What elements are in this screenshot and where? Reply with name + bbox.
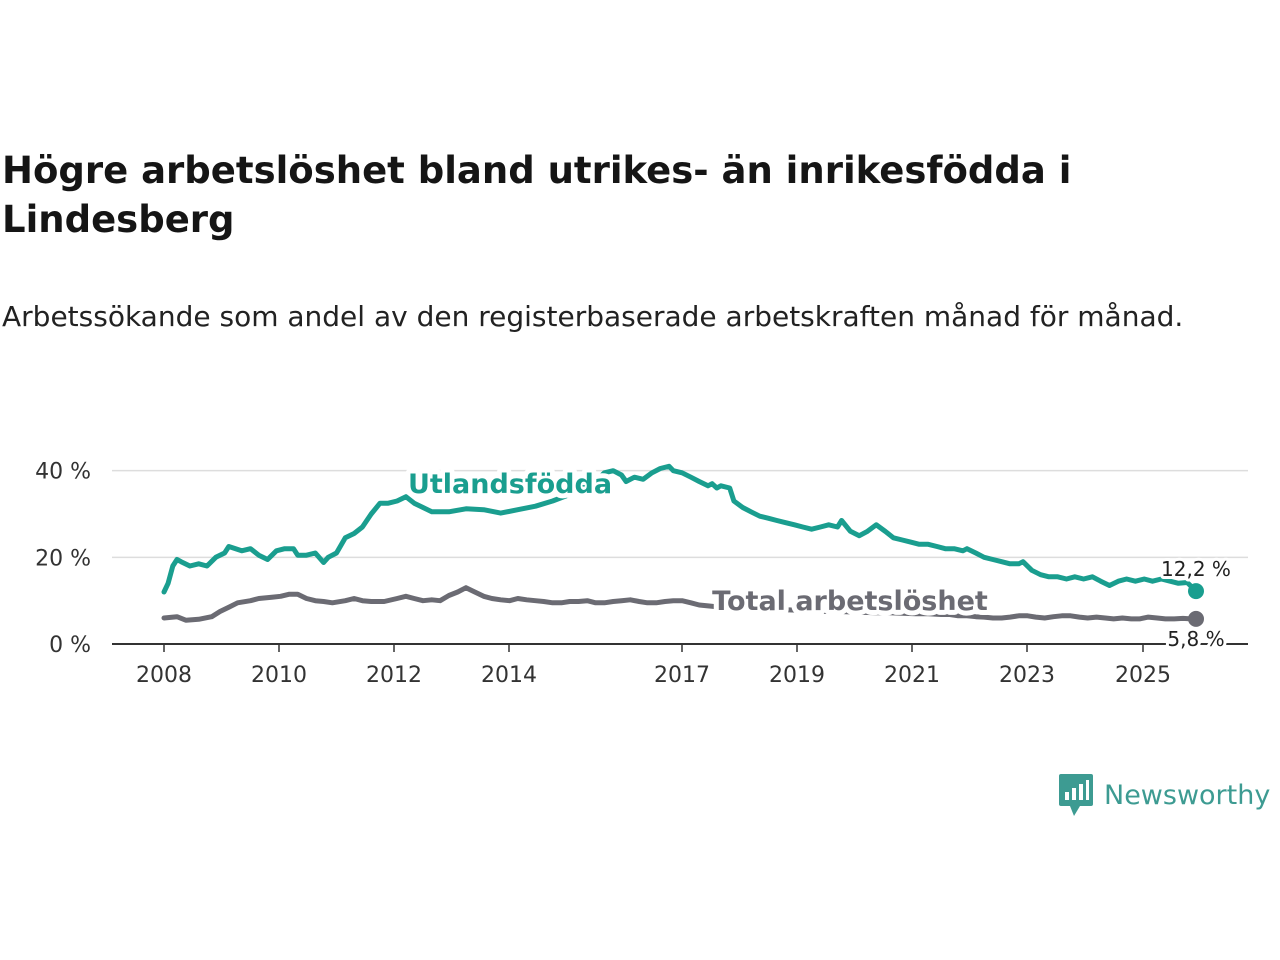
x-tick-label: 2019 (769, 663, 825, 688)
x-tick-label: 2012 (366, 663, 422, 688)
x-tick-label: 2017 (654, 663, 710, 688)
y-tick-label: 20 % (35, 546, 91, 571)
series-line (161, 463, 1199, 595)
y-tick-label: 0 % (49, 633, 91, 658)
end-value-label: 5,8 % (1167, 627, 1224, 651)
end-value-label: 12,2 % (1161, 557, 1231, 581)
series-lines (161, 463, 1199, 623)
grid-lines (112, 469, 1248, 559)
series-line (161, 585, 1199, 623)
end-value-halo: 5,8 % (1167, 627, 1224, 651)
newsworthy-logo-icon (1059, 774, 1093, 816)
series-name-halo: Total arbetslöshet (712, 586, 988, 617)
x-tick-label: 2025 (1115, 663, 1171, 688)
x-tick-label: 2021 (884, 663, 940, 688)
axes: 0 % 20 % 40 % 2008 2010 2012 2014 2017 2019 2021 2… (35, 460, 1248, 688)
series-name-label: Utlandsfödda (408, 469, 612, 500)
series-name-halo: Utlandsfödda (408, 469, 612, 500)
brand-name: Newsworthy (1104, 779, 1271, 811)
series-name-label: Total arbetslöshet (712, 586, 988, 617)
page-title: Högre arbetslöshet bland utrikes- än inr… (2, 149, 1072, 241)
y-tick-label: 40 % (35, 460, 91, 485)
x-tick-label: 2023 (999, 663, 1055, 688)
end-value-halo: 12,2 % (1161, 557, 1231, 581)
series-end-dot (1188, 583, 1204, 600)
brand-logo: Newsworthy (1058, 772, 1270, 818)
x-tick-label: 2014 (481, 663, 537, 688)
x-tick-label: 2010 (251, 663, 307, 688)
line-chart: 0 % 20 % 40 % 2008 2010 2012 2014 2017 2019 2021 2… (35, 460, 1248, 688)
page-subtitle: Arbetssökande som andel av den registerb… (2, 300, 1184, 333)
series-end-dot (1188, 610, 1204, 627)
x-tick-label: 2008 (136, 663, 192, 688)
